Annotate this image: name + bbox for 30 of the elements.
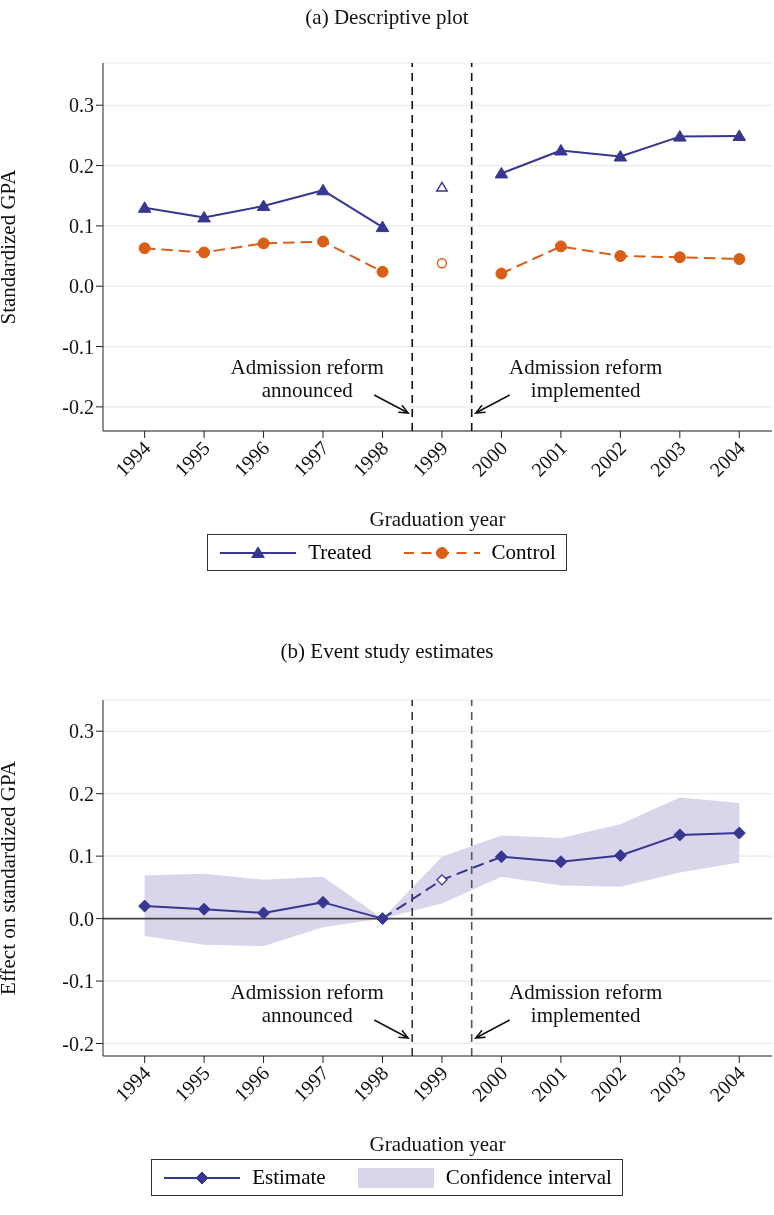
annotation: Admission reform announced: [230, 355, 384, 402]
y-tick-label: 0.0: [69, 907, 94, 930]
y-tick-label: -0.1: [62, 970, 94, 993]
x-axis-title: Graduation year: [369, 507, 506, 531]
legend-label: Confidence interval: [445, 1165, 612, 1190]
annotation: Admission reform announced: [230, 980, 384, 1027]
y-tick-label: -0.1: [62, 335, 94, 358]
y-tick-label: -0.2: [62, 1032, 94, 1055]
x-tick-label: 1999: [408, 1061, 452, 1106]
legend-label: Treated: [308, 540, 372, 565]
y-tick-label: -0.2: [62, 395, 94, 418]
annotation: Admission reform implemented: [508, 980, 663, 1027]
y-tick-label: 0.1: [69, 845, 94, 868]
y-tick-label: 0.2: [69, 154, 94, 177]
y-axis-title: Standardized GPA: [0, 168, 21, 325]
y-tick-label: 0.3: [69, 720, 94, 743]
x-tick-label: 1999: [408, 436, 452, 481]
annotation: Admission reform implemented: [508, 355, 663, 402]
chart-title: (a) Descriptive plot: [304, 4, 470, 31]
y-tick-label: 0.2: [69, 782, 94, 805]
chart-title: (b) Event study estimates: [279, 638, 495, 665]
x-tick-label: 2001: [526, 436, 571, 481]
y-tick-label: 0.1: [69, 214, 94, 237]
x-axis-title: Graduation year: [369, 1132, 506, 1156]
x-tick-label: 2001: [526, 1061, 571, 1106]
legend-label: Estimate: [252, 1165, 326, 1190]
legend-label: Control: [491, 540, 556, 565]
y-axis-title: Effect on standardized GPA: [0, 760, 21, 995]
y-tick-label: 0.3: [69, 94, 94, 117]
y-tick-label: 0.0: [69, 275, 94, 298]
